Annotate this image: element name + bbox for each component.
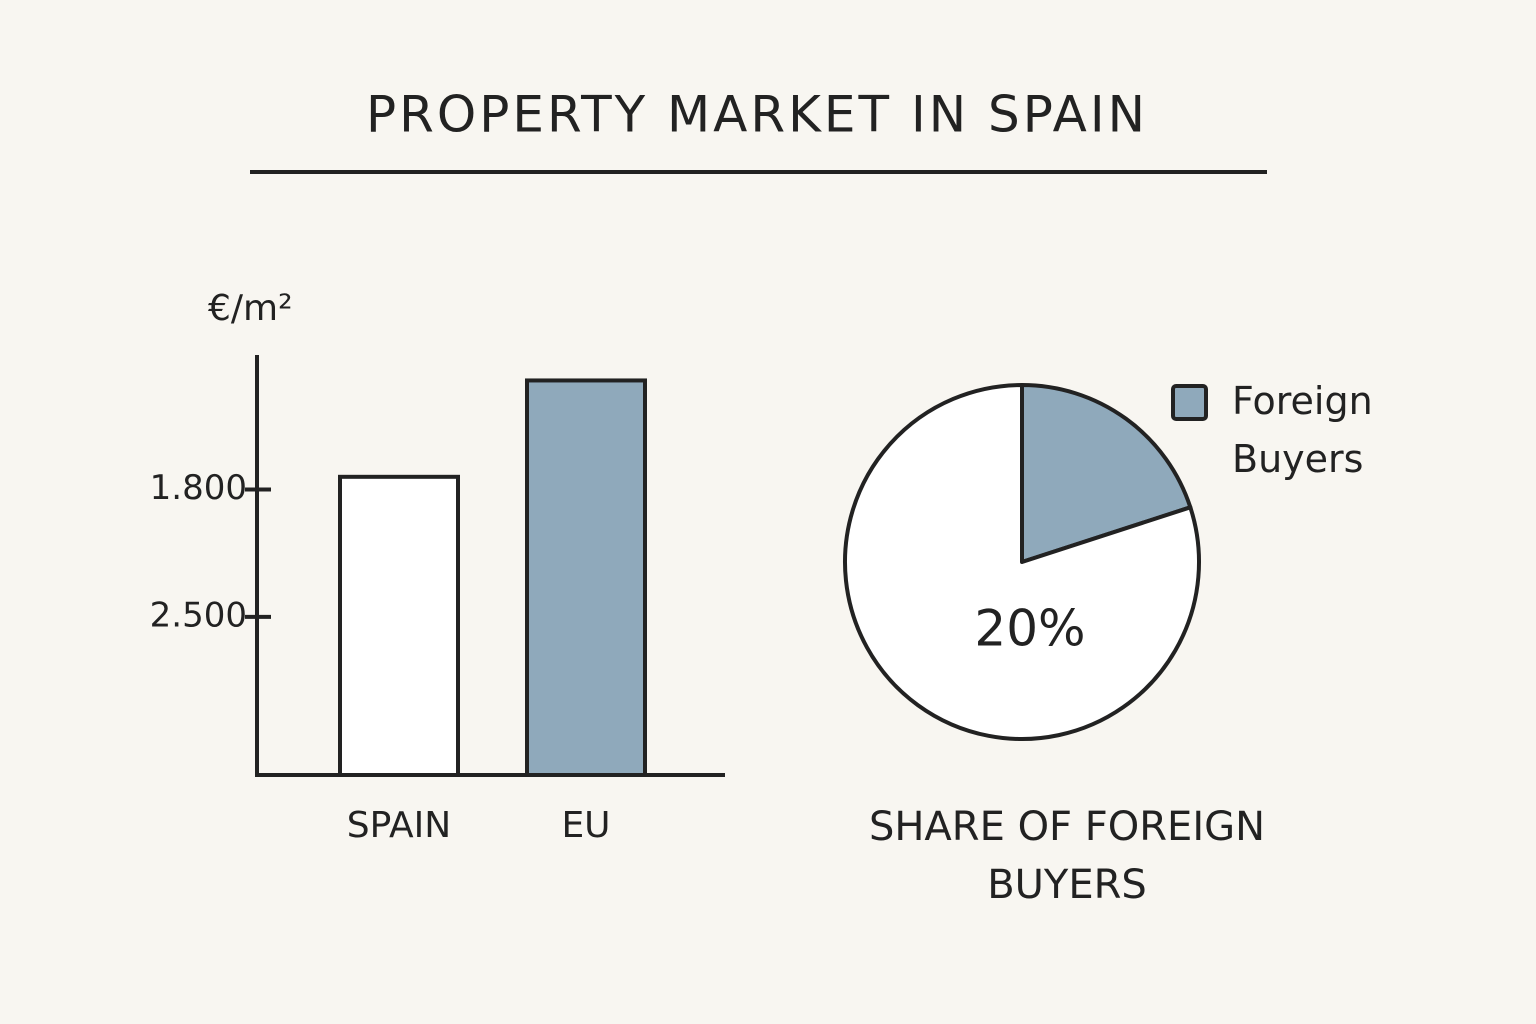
legend-swatch bbox=[1171, 384, 1208, 421]
bar bbox=[525, 378, 647, 777]
pie-value-label: 20% bbox=[974, 600, 1085, 658]
pie-slice bbox=[843, 383, 1202, 741]
y-tick-label: 2.500 bbox=[150, 595, 247, 635]
bar bbox=[338, 474, 460, 777]
legend-label: Foreign Buyers bbox=[1232, 379, 1373, 481]
page-title: PROPERTY MARKET IN SPAIN bbox=[366, 86, 1148, 144]
y-axis-label: €/m² bbox=[208, 288, 293, 329]
pie-title: SHARE OF FOREIGN BUYERS bbox=[868, 804, 1266, 908]
x-tick-label: SPAIN bbox=[347, 805, 451, 846]
y-tick-label: 1.800 bbox=[150, 468, 247, 508]
x-tick-label: EU bbox=[561, 805, 610, 846]
pie-slice bbox=[1020, 383, 1193, 564]
